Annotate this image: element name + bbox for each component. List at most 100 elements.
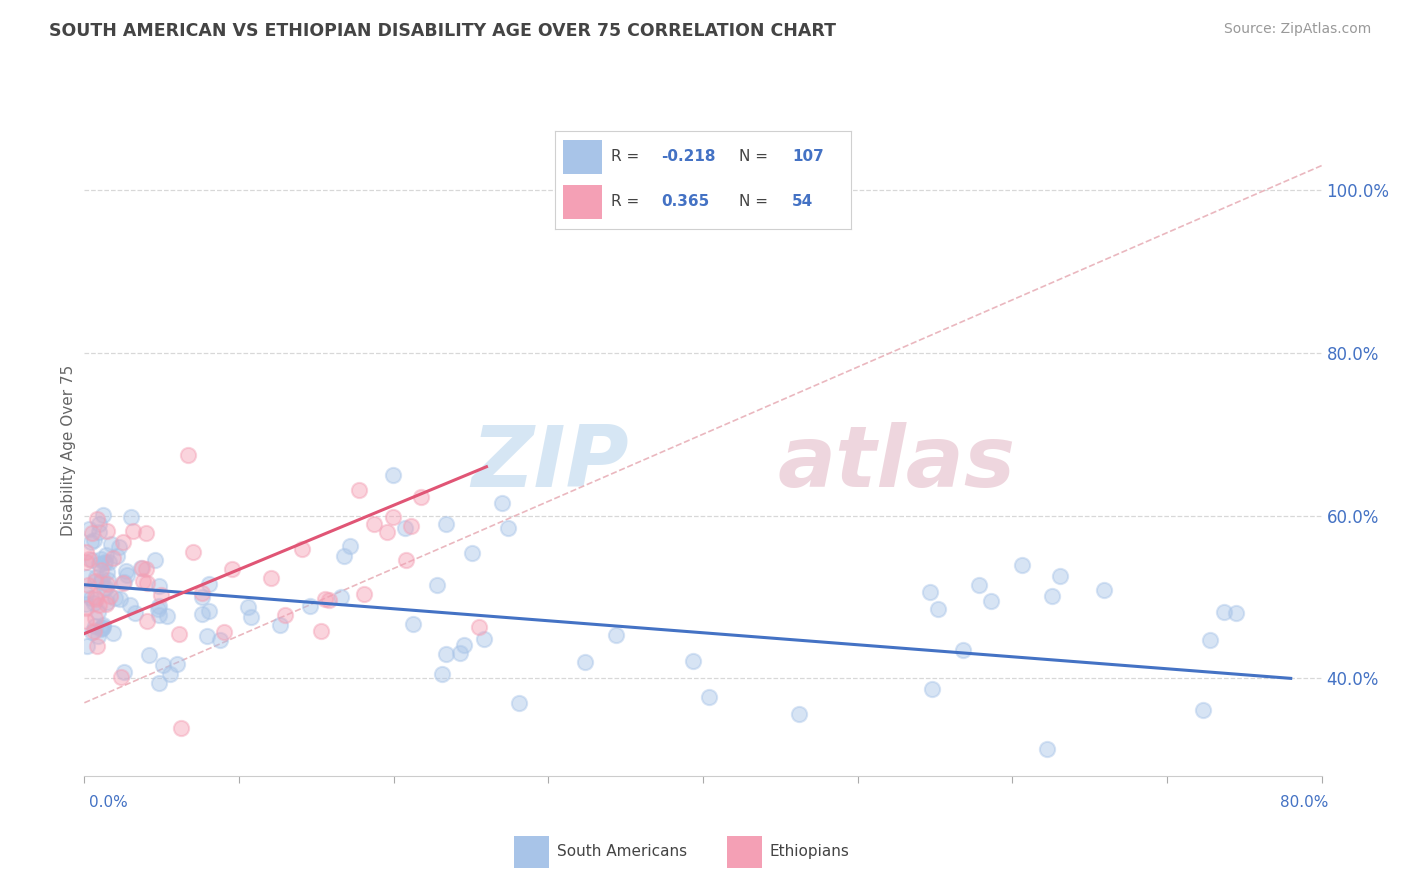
- Point: [93, 556, 115, 570]
- Point: [82, 526, 104, 541]
- Point: [190, 607, 212, 621]
- Point: [87, 557, 110, 571]
- Point: [426, 577, 449, 591]
- Point: [472, 632, 495, 646]
- Point: [91, 620, 114, 634]
- Point: [76, 578, 98, 592]
- Point: [120, 510, 142, 524]
- Point: [94, 597, 117, 611]
- Point: [166, 657, 188, 672]
- Point: [104, 591, 127, 605]
- Point: [491, 496, 513, 510]
- Point: [156, 609, 179, 624]
- Text: atlas: atlas: [778, 422, 1015, 505]
- Point: [94, 548, 117, 562]
- Point: [148, 607, 170, 622]
- Point: [83, 596, 105, 610]
- Point: [90, 623, 112, 637]
- Point: [375, 525, 398, 540]
- Point: [86, 639, 108, 653]
- Point: [87, 525, 110, 540]
- Point: [197, 604, 219, 618]
- Point: [86, 512, 108, 526]
- Point: [952, 643, 974, 657]
- Point: [169, 721, 191, 735]
- Text: 80.0%: 80.0%: [1281, 796, 1329, 810]
- Point: [496, 521, 519, 535]
- Point: [122, 524, 145, 539]
- Point: [135, 615, 157, 629]
- Point: [77, 551, 100, 566]
- Point: [269, 618, 291, 632]
- Point: [1225, 606, 1247, 620]
- Point: [90, 621, 112, 635]
- Point: [1011, 558, 1033, 573]
- Text: Ethiopians: Ethiopians: [770, 845, 849, 859]
- Point: [138, 648, 160, 662]
- Point: [967, 578, 990, 592]
- Point: [159, 667, 181, 681]
- Point: [76, 570, 98, 584]
- Bar: [727, 836, 762, 868]
- Point: [1042, 589, 1064, 603]
- Point: [112, 665, 135, 680]
- Point: [382, 468, 405, 483]
- Point: [789, 706, 811, 721]
- Point: [84, 570, 107, 584]
- Point: [333, 549, 356, 563]
- Point: [84, 611, 107, 625]
- Point: [402, 617, 425, 632]
- Point: [980, 594, 1002, 608]
- Point: [89, 516, 111, 531]
- Point: [152, 657, 174, 672]
- Point: [87, 629, 110, 643]
- Point: [75, 615, 97, 629]
- Point: [208, 632, 231, 647]
- Point: [76, 639, 98, 653]
- Text: 0.0%: 0.0%: [89, 796, 128, 810]
- Point: [97, 555, 120, 569]
- Point: [75, 545, 97, 559]
- Point: [112, 575, 135, 590]
- Point: [83, 533, 105, 547]
- Point: [574, 655, 596, 669]
- Point: [84, 574, 107, 589]
- Point: [112, 575, 135, 590]
- Point: [98, 589, 121, 603]
- Point: [1036, 742, 1059, 756]
- Point: [115, 564, 138, 578]
- Point: [468, 620, 491, 634]
- Point: [135, 562, 157, 576]
- Point: [148, 599, 170, 614]
- Point: [112, 535, 135, 549]
- Point: [107, 549, 129, 563]
- Text: South Americans: South Americans: [557, 845, 688, 859]
- Point: [148, 579, 170, 593]
- Point: [399, 518, 422, 533]
- Point: [82, 553, 104, 567]
- Point: [177, 448, 200, 462]
- Point: [1191, 703, 1213, 717]
- Point: [291, 542, 314, 557]
- Point: [411, 490, 433, 504]
- Point: [118, 598, 141, 612]
- Point: [135, 526, 157, 541]
- Point: [131, 574, 153, 588]
- Point: [921, 682, 943, 697]
- Point: [76, 587, 98, 601]
- Point: [91, 508, 114, 522]
- Point: [363, 517, 385, 532]
- Point: [299, 599, 322, 613]
- Point: [330, 590, 353, 604]
- Point: [697, 690, 720, 705]
- Point: [87, 599, 110, 613]
- Point: [314, 591, 336, 606]
- Point: [394, 553, 416, 567]
- Point: [169, 627, 191, 641]
- Point: [83, 619, 105, 633]
- Point: [96, 595, 118, 609]
- Point: [508, 696, 530, 710]
- Point: [1212, 605, 1234, 619]
- Point: [84, 590, 107, 604]
- Point: [274, 608, 297, 623]
